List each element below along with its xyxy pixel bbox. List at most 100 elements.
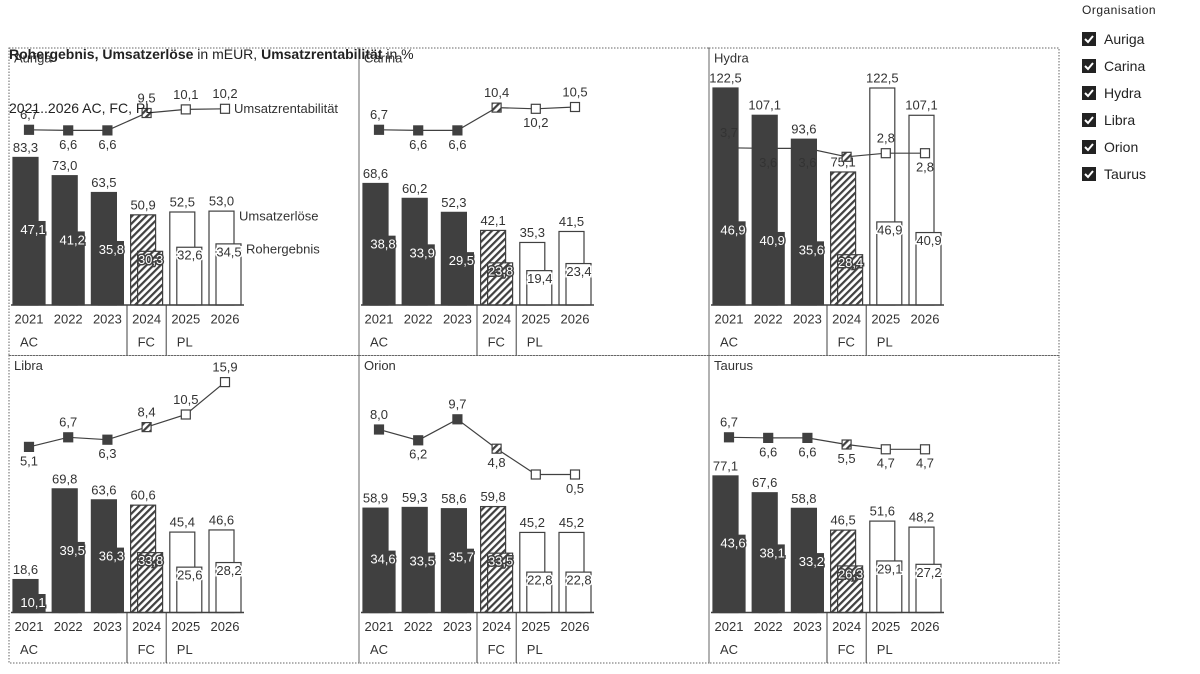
x-tick-label: 2023 [93, 619, 122, 634]
data-label: 10,1 [173, 87, 198, 102]
slicer-title: Organisation [1082, 3, 1157, 17]
check-mark [1084, 61, 1094, 70]
x-tick-label: 2023 [793, 311, 822, 326]
scenario-label: PL [877, 334, 893, 349]
checkbox[interactable] [1082, 166, 1096, 181]
data-label: 6,7 [720, 415, 738, 430]
data-label: 93,6 [791, 122, 816, 137]
line [378, 106, 576, 131]
data-label: 6,2 [409, 447, 427, 462]
panel-border [708, 355, 1060, 664]
line-marker [23, 441, 35, 452]
line-marker [23, 124, 35, 135]
data-label: 6,6 [59, 137, 77, 152]
checkbox[interactable] [1082, 139, 1096, 154]
x-tick-label: 2022 [754, 311, 783, 326]
bar [487, 262, 514, 306]
line-marker [452, 125, 463, 136]
checkbox[interactable] [1082, 85, 1096, 100]
line-marker [452, 414, 463, 425]
data-label: 6,6 [798, 444, 816, 459]
data-label: 41,5 [559, 214, 584, 229]
series-label: Umsatzerlöse [239, 209, 318, 224]
panel: Hydra AC FC PL 2021 2022 2023 2024 2025 2026 122,5… [708, 47, 1060, 356]
bar [758, 231, 785, 306]
bar [876, 560, 903, 614]
slicer-item[interactable]: Hydra [1082, 79, 1192, 106]
data-label: 6,7 [59, 415, 77, 430]
bar [719, 534, 746, 614]
slicer-item[interactable]: Orion [1082, 133, 1192, 160]
data-label: 39,5 [60, 543, 85, 558]
line-marker [723, 142, 735, 153]
title-part: in % [382, 46, 414, 62]
slicer-item[interactable]: Carina [1082, 52, 1192, 79]
line-marker [530, 103, 541, 114]
data-label: 4,8 [488, 455, 506, 470]
x-tick-label: 2021 [365, 311, 394, 326]
panel-border [358, 355, 710, 664]
data-label: 23,8 [488, 263, 513, 278]
line-marker [413, 435, 424, 446]
checkbox[interactable] [1082, 112, 1096, 127]
check-mark [1084, 88, 1094, 97]
line-marker [180, 409, 191, 420]
title-part: Rohergebnis, Umsatzerlöse [9, 46, 194, 62]
data-label: 46,9 [720, 222, 745, 237]
x-tick-label: 2022 [404, 311, 433, 326]
data-label: 43,6 [720, 536, 745, 551]
bar [176, 566, 203, 614]
slicer-label[interactable]: Carina [1104, 57, 1146, 74]
checkbox[interactable] [1082, 31, 1096, 46]
x-tick-label: 2022 [754, 619, 783, 634]
slicer-item[interactable]: Auriga [1082, 25, 1192, 52]
bar [215, 243, 242, 306]
panel-border [8, 355, 360, 664]
data-label: 28,2 [216, 563, 241, 578]
bar [97, 547, 125, 614]
x-tick-label: 2025 [171, 619, 200, 634]
chart: Auriga AC FC PL 2021 2022 2023 2024 2025 2026 83,3… [8, 47, 1060, 664]
line-marker [141, 107, 152, 119]
panel-title: Carina [364, 50, 403, 65]
x-tick-label: 2021 [15, 311, 44, 326]
slicer-label[interactable]: Hydra [1104, 84, 1142, 101]
bar [369, 235, 396, 306]
slicer-label[interactable]: Orion [1104, 138, 1139, 155]
data-label: 35,6 [799, 242, 824, 257]
bar [797, 241, 825, 306]
slicer-item[interactable]: Libra [1082, 106, 1192, 133]
line-marker [63, 125, 74, 136]
data-label: 46,9 [877, 222, 902, 237]
slicer-item[interactable]: Taurus [1082, 160, 1192, 187]
data-label: 3,7 [720, 125, 738, 140]
data-label: 2,8 [877, 131, 895, 146]
checkbox[interactable] [1082, 58, 1096, 73]
line-marker [802, 432, 813, 443]
slicer-label[interactable]: Taurus [1104, 165, 1147, 182]
data-label: 32,6 [177, 248, 202, 263]
data-label: 10,5 [173, 392, 198, 407]
data-label: 58,8 [791, 491, 816, 506]
title-part: Umsatzrentabilität [261, 46, 383, 62]
line-marker [219, 377, 231, 388]
data-label: 0,5 [566, 481, 584, 496]
scenario-label: PL [527, 334, 543, 349]
x-tick-label: 2026 [911, 619, 940, 634]
data-label: 35,8 [99, 242, 124, 257]
data-label: 107,1 [905, 98, 938, 113]
x-tick-label: 2026 [561, 311, 590, 326]
data-label: 122,5 [709, 70, 742, 85]
x-tick-label: 2024 [482, 311, 511, 326]
line-marker [841, 151, 852, 162]
data-label: 69,8 [52, 471, 77, 486]
slicer-label[interactable]: Libra [1104, 111, 1136, 128]
scenario-label: FC [838, 334, 855, 349]
data-label: 60,2 [402, 181, 427, 196]
data-label: 28,4 [838, 255, 863, 270]
data-label: 18,6 [13, 562, 38, 577]
x-tick-label: 2023 [443, 311, 472, 326]
scenario-label: AC [370, 642, 388, 657]
slicer-label[interactable]: Auriga [1104, 30, 1145, 47]
